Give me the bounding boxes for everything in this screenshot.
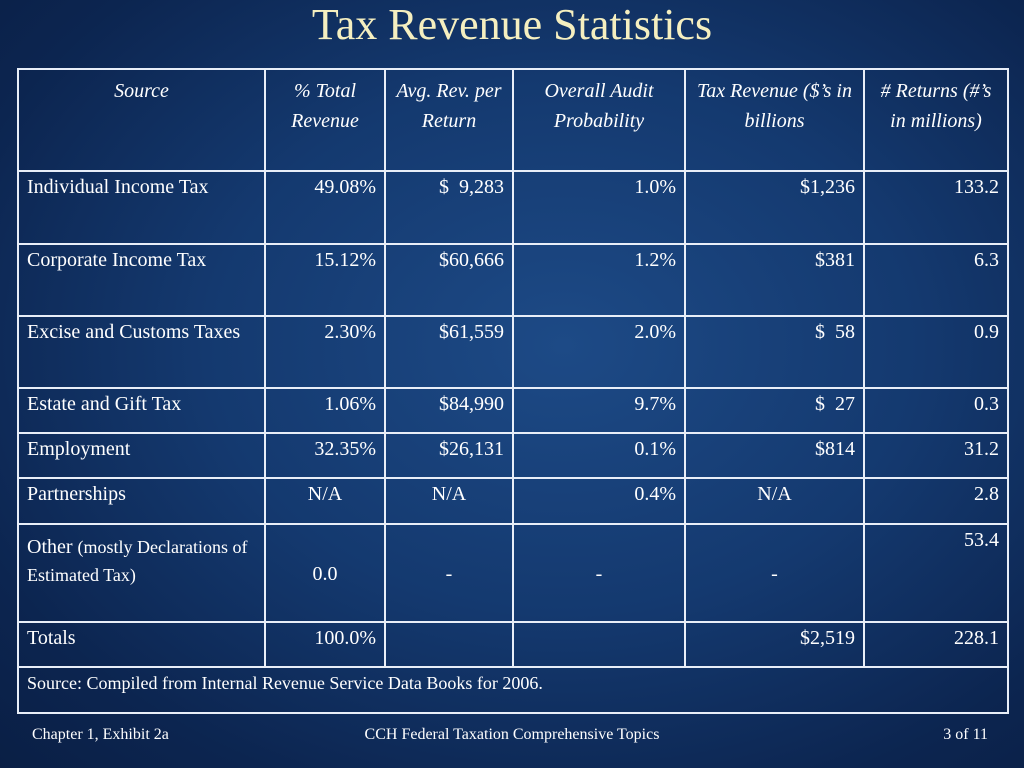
cell-returns: 31.2 (863, 432, 1009, 479)
cell-pct: 32.35% (264, 432, 386, 479)
cell-avg: N/A (384, 477, 514, 525)
cell-returns: 133.2 (863, 170, 1009, 245)
header-source: Source (17, 68, 266, 172)
cell-pct: 15.12% (264, 243, 386, 317)
source-note: Source: Compiled from Internal Revenue S… (17, 666, 1009, 714)
cell-pct: 0.0 (264, 523, 386, 623)
cell-returns: 0.3 (863, 387, 1009, 434)
table-header-row: Source % Total Revenue Avg. Rev. per Ret… (17, 68, 1009, 172)
cell-returns: 0.9 (863, 315, 1009, 389)
cell-revenue: $381 (684, 243, 865, 317)
cell-returns: 53.4 (863, 523, 1009, 623)
cell-source: Partnerships (17, 477, 266, 525)
cell-source: Corporate Income Tax (17, 243, 266, 317)
cell-avg: $26,131 (384, 432, 514, 479)
table-row: Other (mostly Declarations of Estimated … (17, 523, 1009, 623)
tax-revenue-table: Source % Total Revenue Avg. Rev. per Ret… (17, 68, 1009, 714)
cell-avg: $60,666 (384, 243, 514, 317)
cell-source: Excise and Customs Taxes (17, 315, 266, 389)
header-tax-revenue: Tax Revenue ($’s in billions (684, 68, 865, 172)
footer-page-number: 3 of 11 (943, 726, 988, 743)
cell-source-main: Other (27, 536, 73, 558)
cell-pct: N/A (264, 477, 386, 525)
table-note-row: Source: Compiled from Internal Revenue S… (17, 666, 1009, 714)
header-audit-probability: Overall Audit Probability (512, 68, 686, 172)
cell-audit: 0.1% (512, 432, 686, 479)
footer-center: CCH Federal Taxation Comprehensive Topic… (364, 726, 660, 743)
page-title: Tax Revenue Statistics (311, 0, 713, 49)
cell-audit: 9.7% (512, 387, 686, 434)
cell-revenue: N/A (684, 477, 865, 525)
table-row: Estate and Gift Tax 1.06% $84,990 9.7% $… (17, 387, 1009, 434)
table-row: Partnerships N/A N/A 0.4% N/A 2.8 (17, 477, 1009, 525)
table-row: Excise and Customs Taxes 2.30% $61,559 2… (17, 315, 1009, 389)
cell-returns: 2.8 (863, 477, 1009, 525)
cell-avg: - (384, 523, 514, 623)
cell-revenue: $2,519 (684, 621, 865, 668)
table-row: Totals 100.0% $2,519 228.1 (17, 621, 1009, 668)
cell-source-note: (mostly Declarations of Estimated Tax) (27, 537, 248, 585)
cell-revenue: - (684, 523, 865, 623)
cell-avg: $84,990 (384, 387, 514, 434)
cell-avg: $61,559 (384, 315, 514, 389)
cell-pct: 2.30% (264, 315, 386, 389)
cell-audit: 1.0% (512, 170, 686, 245)
header-returns: # Returns (#’s in millions) (863, 68, 1009, 172)
cell-audit: 2.0% (512, 315, 686, 389)
cell-returns: 6.3 (863, 243, 1009, 317)
footer-left: Chapter 1, Exhibit 2a (32, 726, 169, 743)
cell-audit (512, 621, 686, 668)
cell-source: Estate and Gift Tax (17, 387, 266, 434)
cell-source: Other (mostly Declarations of Estimated … (17, 523, 266, 623)
cell-source: Individual Income Tax (17, 170, 266, 245)
cell-revenue: $ 58 (684, 315, 865, 389)
cell-audit: 0.4% (512, 477, 686, 525)
table-row: Employment 32.35% $26,131 0.1% $814 31.2 (17, 432, 1009, 479)
table-row: Individual Income Tax 49.08% $ 9,283 1.0… (17, 170, 1009, 245)
cell-pct: 49.08% (264, 170, 386, 245)
table-row: Corporate Income Tax 15.12% $60,666 1.2%… (17, 243, 1009, 317)
cell-audit: 1.2% (512, 243, 686, 317)
cell-revenue: $ 27 (684, 387, 865, 434)
cell-revenue: $1,236 (684, 170, 865, 245)
cell-avg: $ 9,283 (384, 170, 514, 245)
header-avg-rev-per-return: Avg. Rev. per Return (384, 68, 514, 172)
header-pct-total-revenue: % Total Revenue (264, 68, 386, 172)
cell-source: Totals (17, 621, 266, 668)
cell-pct: 100.0% (264, 621, 386, 668)
cell-avg (384, 621, 514, 668)
cell-revenue: $814 (684, 432, 865, 479)
cell-returns: 228.1 (863, 621, 1009, 668)
cell-pct: 1.06% (264, 387, 386, 434)
cell-source: Employment (17, 432, 266, 479)
cell-audit: - (512, 523, 686, 623)
